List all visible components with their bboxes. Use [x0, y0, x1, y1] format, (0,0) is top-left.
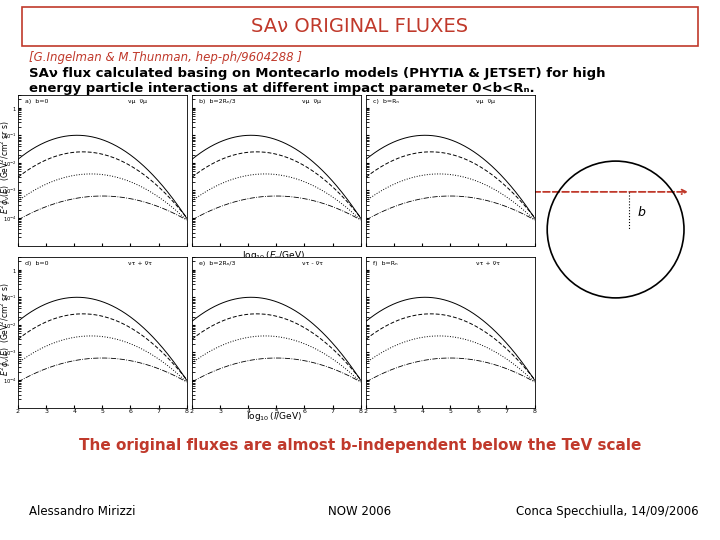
Text: $\log_{10}(l/\mathrm{GeV})$: $\log_{10}(l/\mathrm{GeV})$ — [246, 410, 302, 423]
FancyBboxPatch shape — [22, 7, 698, 46]
Text: e)  b=2Rₙ/3: e) b=2Rₙ/3 — [199, 261, 235, 266]
Text: ντ - ν̅τ: ντ - ν̅τ — [302, 261, 323, 266]
Text: ντ + ν̅τ: ντ + ν̅τ — [476, 261, 500, 266]
Text: b: b — [638, 206, 646, 219]
Text: $\log_{10}(E_\nu/\mathrm{GeV})$: $\log_{10}(E_\nu/\mathrm{GeV})$ — [242, 249, 305, 262]
Text: ντ + ν̅τ: ντ + ν̅τ — [127, 261, 152, 266]
Text: a)  b=0: a) b=0 — [24, 99, 48, 104]
Text: νμ  ν̅μ: νμ ν̅μ — [127, 99, 147, 104]
Text: Alessandro Mirizzi: Alessandro Mirizzi — [29, 505, 135, 518]
Text: d)  b=0: d) b=0 — [24, 261, 48, 266]
Text: f)  b=Rₙ: f) b=Rₙ — [373, 261, 397, 266]
Text: $E^2\phi_\nu(E)$  (GeV$^2$/cm$^2$ sr s): $E^2\phi_\nu(E)$ (GeV$^2$/cm$^2$ sr s) — [0, 120, 13, 214]
Text: The original fluxes are almost b-independent below the TeV scale: The original fluxes are almost b-indepen… — [78, 438, 642, 453]
Text: SAν flux calculated basing on Montecarlo models (PHYTIA & JETSET) for high: SAν flux calculated basing on Montecarlo… — [29, 68, 606, 80]
Text: νμ  ν̅μ: νμ ν̅μ — [302, 99, 320, 104]
Text: νμ  ν̅μ: νμ ν̅μ — [476, 99, 495, 104]
Text: $E^2\phi_\nu(E)$  (GeV$^2$/cm$^2$ sr s): $E^2\phi_\nu(E)$ (GeV$^2$/cm$^2$ sr s) — [0, 282, 13, 376]
Text: energy particle interactions at different impact parameter 0<b<Rₙ.: energy particle interactions at differen… — [29, 82, 534, 95]
Text: b)  b=2Rₙ/3: b) b=2Rₙ/3 — [199, 99, 235, 104]
Text: c)  b=Rₙ: c) b=Rₙ — [373, 99, 399, 104]
Text: [G.Ingelman & M.Thunman, hep-ph/9604288 ]: [G.Ingelman & M.Thunman, hep-ph/9604288 … — [29, 51, 302, 64]
Text: SAν ORIGINAL FLUXES: SAν ORIGINAL FLUXES — [251, 17, 469, 36]
Text: Conca Specchiulla, 14/09/2006: Conca Specchiulla, 14/09/2006 — [516, 505, 698, 518]
Text: NOW 2006: NOW 2006 — [328, 505, 392, 518]
